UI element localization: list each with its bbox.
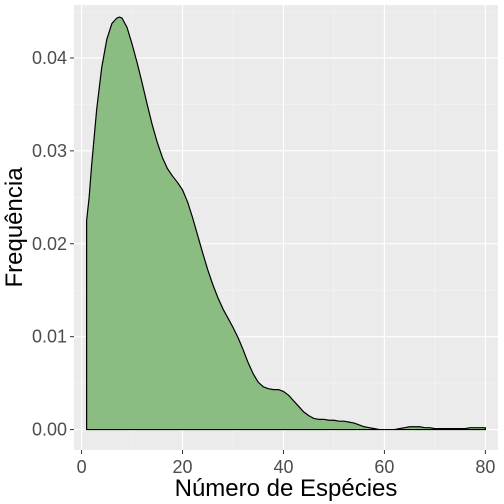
y-axis: 0.00 0.01 0.02 0.03 0.04	[32, 48, 74, 440]
density-area	[86, 16, 486, 431]
x-tick-label: 20	[173, 457, 193, 477]
y-tick-label: 0.02	[32, 234, 67, 254]
x-axis: 0 20 40 60 80	[77, 450, 495, 477]
y-tick-label: 0.04	[32, 48, 67, 68]
x-tick-label: 40	[273, 457, 293, 477]
y-axis-title: Frequência	[1, 167, 28, 288]
x-tick-label: 80	[475, 457, 495, 477]
y-tick-label: 0.00	[32, 420, 67, 440]
x-tick-label: 0	[77, 457, 87, 477]
y-tick-label: 0.01	[32, 327, 67, 347]
x-tick-label: 60	[374, 457, 394, 477]
y-tick-label: 0.03	[32, 141, 67, 161]
x-axis-title: Número de Espécies	[175, 475, 398, 502]
